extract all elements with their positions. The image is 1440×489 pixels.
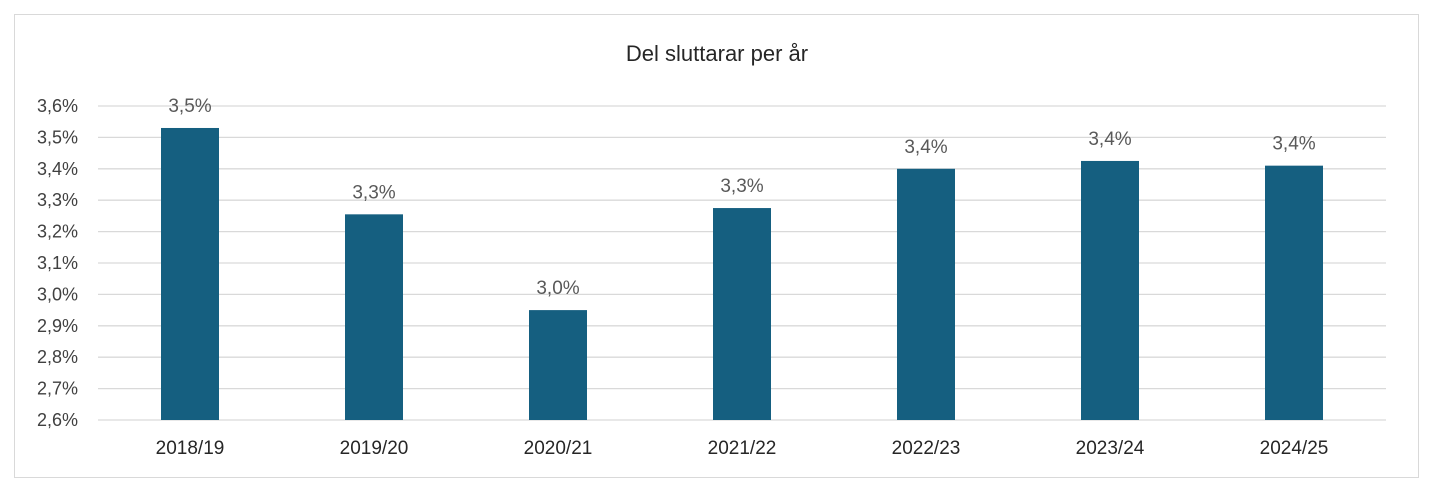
bars [161, 127, 1323, 420]
y-tick-label: 3,6% [37, 96, 78, 116]
x-axis-ticks: 2018/19 2019/20 2020/21 2021/22 2022/23 2023/… [156, 438, 1329, 459]
gridlines [98, 105, 1386, 421]
data-label: 3,0% [536, 278, 579, 299]
y-tick-label: 2,6% [37, 410, 78, 430]
y-tick-label: 3,5% [37, 127, 78, 147]
chart-title: Del sluttarar per år [626, 41, 808, 66]
x-tick-label: 2018/19 [156, 438, 225, 459]
bar [529, 310, 587, 420]
y-tick-label: 2,9% [37, 316, 78, 336]
bar [161, 127, 219, 420]
data-labels: 3,5% 3,3% 3,0% 3,3% 3,4% 3,4% 3,4% [168, 96, 1315, 299]
x-tick-label: 2024/25 [1260, 438, 1329, 459]
bar [1265, 165, 1323, 420]
y-tick-label: 3,2% [37, 222, 78, 242]
y-tick-label: 2,8% [37, 347, 78, 367]
bar [713, 208, 771, 420]
y-tick-label: 2,7% [37, 379, 78, 399]
y-tick-label: 3,1% [37, 253, 78, 273]
y-tick-label: 3,3% [37, 190, 78, 210]
x-tick-label: 2021/22 [708, 438, 777, 459]
x-tick-label: 2022/23 [892, 438, 961, 459]
data-label: 3,3% [720, 176, 763, 197]
data-label: 3,3% [352, 182, 395, 203]
y-tick-label: 3,0% [37, 284, 78, 304]
y-axis-ticks: 2,6% 2,7% 2,8% 2,9% 3,0% 3,1% 3,2% 3,3% 3,4% 3,5%… [37, 96, 78, 430]
data-label: 3,5% [168, 96, 211, 117]
bar [345, 214, 403, 420]
y-tick-label: 3,4% [37, 159, 78, 179]
x-tick-label: 2020/21 [524, 438, 593, 459]
x-tick-label: 2019/20 [340, 438, 409, 459]
data-label: 3,4% [904, 137, 947, 158]
bar [897, 168, 955, 420]
data-label: 3,4% [1088, 129, 1131, 150]
data-label: 3,4% [1272, 134, 1315, 155]
bar [1081, 160, 1139, 420]
x-tick-label: 2023/24 [1076, 438, 1145, 459]
